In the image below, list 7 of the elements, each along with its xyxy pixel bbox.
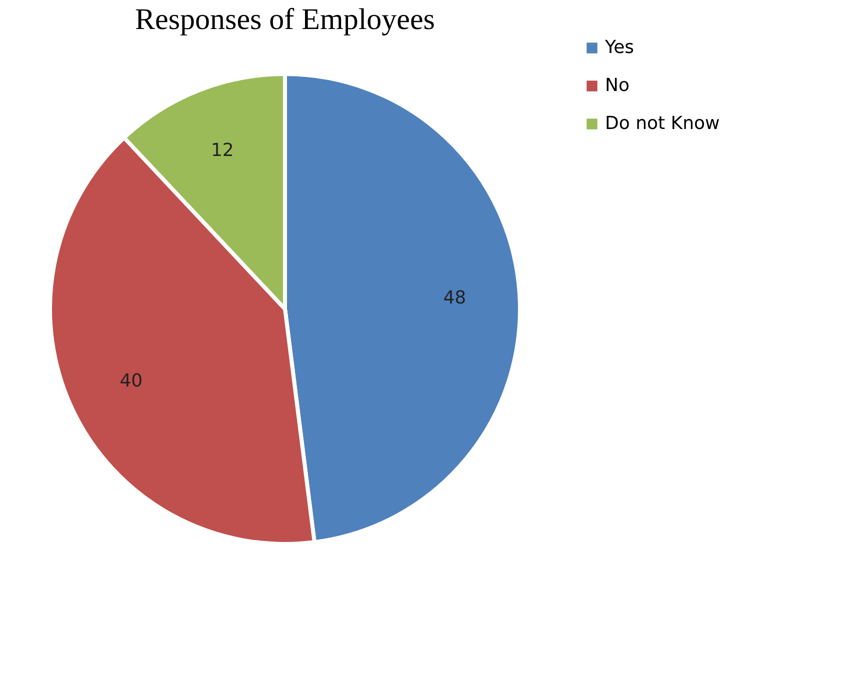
legend-label: No	[605, 75, 630, 96]
data-label: 12	[210, 140, 234, 161]
legend-label: Do not Know	[605, 113, 720, 134]
data-label: 40	[120, 370, 143, 392]
legend-label: Yes	[604, 37, 634, 58]
chart-title: Responses of Employees	[135, 3, 435, 36]
data-label: 48	[443, 287, 466, 308]
